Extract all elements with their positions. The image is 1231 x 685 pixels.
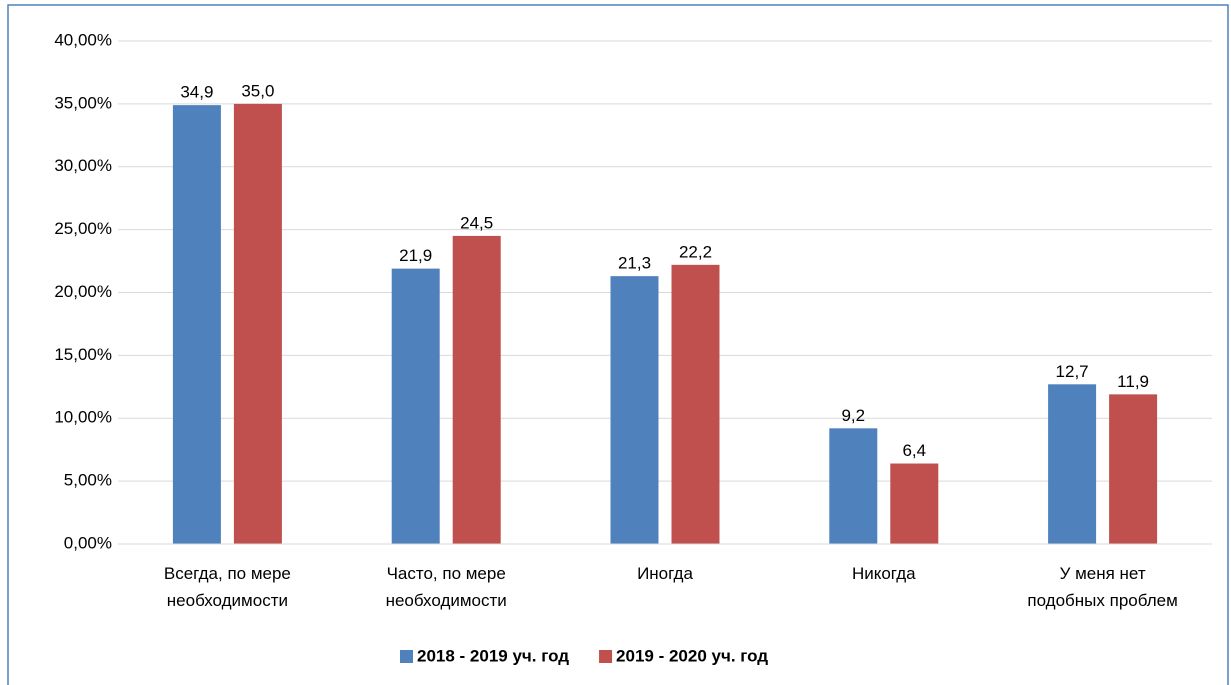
data-label: 22,2 bbox=[679, 242, 712, 261]
bar bbox=[671, 264, 720, 544]
legend-label: 2019 - 2020 уч. год bbox=[616, 646, 768, 665]
bar bbox=[391, 268, 440, 544]
y-tick-label: 40,00% bbox=[54, 30, 112, 49]
y-tick-label: 15,00% bbox=[54, 345, 112, 364]
x-tick-label: Часто, по мере необходимости bbox=[385, 564, 507, 610]
bar bbox=[172, 105, 221, 544]
y-tick-label: 35,00% bbox=[54, 93, 112, 112]
bar bbox=[890, 463, 939, 544]
data-label: 11,9 bbox=[1117, 372, 1149, 391]
y-tick-label: 0,00% bbox=[64, 533, 112, 552]
bar bbox=[1109, 394, 1158, 544]
y-tick-label: 20,00% bbox=[54, 282, 112, 301]
x-tick-label: Никогда bbox=[851, 564, 916, 583]
data-label: 12,7 bbox=[1056, 362, 1089, 381]
legend-swatch bbox=[599, 650, 613, 663]
legend-label: 2018 - 2019 уч. год bbox=[417, 646, 569, 665]
bar bbox=[829, 428, 878, 544]
y-tick-label: 30,00% bbox=[54, 156, 112, 175]
data-label: 34,9 bbox=[180, 83, 213, 102]
data-label: 24,5 bbox=[460, 213, 493, 232]
data-label: 35,0 bbox=[241, 81, 274, 100]
bar bbox=[1048, 384, 1097, 544]
data-label: 9,2 bbox=[841, 406, 865, 425]
x-tick-label: Иногда bbox=[637, 564, 693, 583]
y-tick-label: 5,00% bbox=[64, 471, 112, 490]
x-tick-label: У меня нет подобных проблем bbox=[1027, 564, 1178, 610]
data-label: 21,3 bbox=[618, 254, 651, 273]
bar bbox=[233, 103, 282, 544]
bar bbox=[452, 235, 501, 544]
y-tick-label: 10,00% bbox=[54, 408, 112, 427]
legend-swatch bbox=[400, 650, 413, 663]
x-tick-label: Всегда, по мере необходимости bbox=[163, 564, 291, 610]
data-label: 21,9 bbox=[399, 246, 432, 265]
bar bbox=[610, 276, 659, 544]
data-label: 6,4 bbox=[902, 441, 926, 460]
chart-frame bbox=[7, 4, 1229, 685]
y-tick-label: 25,00% bbox=[54, 219, 112, 238]
